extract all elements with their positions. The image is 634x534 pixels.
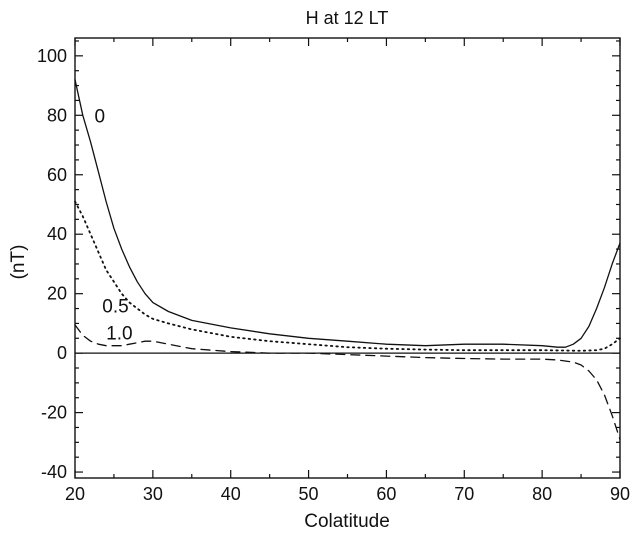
series-line-0 bbox=[74, 78, 621, 348]
y-tick-label: 40 bbox=[47, 224, 67, 244]
x-tick-label: 60 bbox=[376, 484, 396, 504]
y-tick-label: -40 bbox=[41, 462, 67, 482]
y-tick-label: 100 bbox=[37, 46, 67, 66]
curve-label-0: 0 bbox=[94, 106, 105, 127]
x-tick-label: 50 bbox=[299, 484, 319, 504]
x-tick-label: 80 bbox=[532, 484, 552, 504]
curve-label-1: 0.5 bbox=[102, 297, 128, 318]
series-line-2 bbox=[74, 324, 621, 441]
curve-labels: 0 0.5 1.0 bbox=[94, 106, 132, 344]
axis-ticks bbox=[74, 38, 621, 478]
plot-frame bbox=[74, 37, 621, 479]
x-tick-label: 70 bbox=[454, 484, 474, 504]
y-tick-label: 20 bbox=[47, 284, 67, 304]
x-axis-title: Colatitude bbox=[304, 511, 390, 532]
series-line-1 bbox=[74, 200, 621, 352]
x-tick-label: 90 bbox=[610, 484, 630, 504]
x-tick-label: 30 bbox=[143, 484, 163, 504]
chart-title: H at 12 LT bbox=[306, 8, 389, 28]
y-tick-label: 80 bbox=[47, 105, 67, 125]
y-tick-label: 0 bbox=[57, 343, 67, 363]
tick-labels: 20 30 40 50 60 70 80 90 -40 -20 0 20 40 60 80 100 bbox=[37, 46, 630, 504]
x-tick-label: 40 bbox=[221, 484, 241, 504]
y-axis-title: (nT) bbox=[8, 245, 29, 280]
y-tick-label: -20 bbox=[41, 403, 67, 423]
y-tick-label: 60 bbox=[47, 165, 67, 185]
curve-label-2: 1.0 bbox=[106, 323, 132, 344]
x-tick-label: 20 bbox=[65, 484, 85, 504]
series-group bbox=[74, 78, 621, 441]
